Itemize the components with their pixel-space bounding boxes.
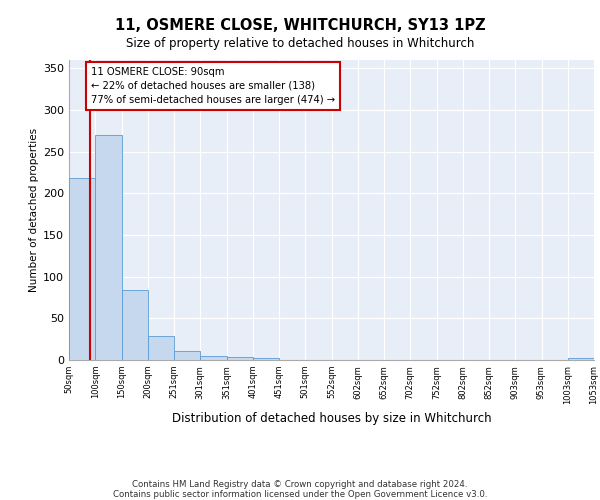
Text: 11 OSMERE CLOSE: 90sqm
← 22% of detached houses are smaller (138)
77% of semi-de: 11 OSMERE CLOSE: 90sqm ← 22% of detached… — [91, 66, 335, 104]
Bar — [69, 178, 95, 360]
Bar — [121, 290, 148, 360]
Bar — [148, 336, 174, 360]
Bar — [174, 351, 200, 360]
Text: Size of property relative to detached houses in Whitchurch: Size of property relative to detached ho… — [126, 38, 474, 51]
Bar — [227, 356, 253, 360]
Bar — [200, 356, 227, 360]
Y-axis label: Number of detached properties: Number of detached properties — [29, 128, 39, 292]
Bar — [568, 358, 594, 360]
Text: Contains HM Land Registry data © Crown copyright and database right 2024.: Contains HM Land Registry data © Crown c… — [132, 480, 468, 489]
Text: 11, OSMERE CLOSE, WHITCHURCH, SY13 1PZ: 11, OSMERE CLOSE, WHITCHURCH, SY13 1PZ — [115, 18, 485, 32]
X-axis label: Distribution of detached houses by size in Whitchurch: Distribution of detached houses by size … — [172, 412, 491, 425]
Text: Contains public sector information licensed under the Open Government Licence v3: Contains public sector information licen… — [113, 490, 487, 499]
Bar — [253, 358, 279, 360]
Bar — [95, 135, 121, 360]
